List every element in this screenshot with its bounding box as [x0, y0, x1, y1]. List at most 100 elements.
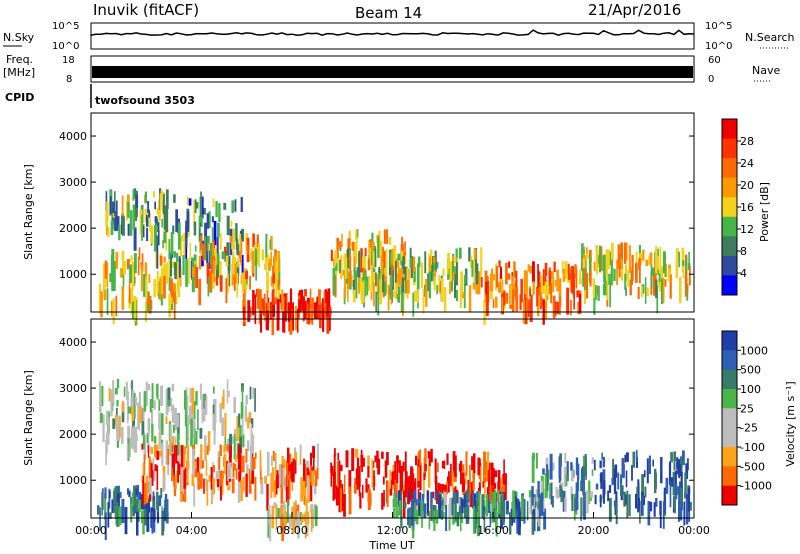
- scatter-cell: [312, 446, 315, 458]
- scatter-cell: [217, 222, 220, 238]
- power-panel: 1000 2000 3000 4000 Slant Range [km]: [22, 112, 695, 336]
- scatter-cell: [302, 302, 306, 312]
- scatter-cell: [537, 480, 540, 498]
- scatter-cell: [662, 501, 665, 529]
- scatter-cell: [151, 511, 154, 534]
- y-tick-label: 4000: [59, 130, 87, 143]
- scatter-cell: [183, 470, 187, 489]
- scatter-cell: [507, 273, 511, 280]
- scatter-cell: [456, 289, 458, 301]
- scatter-cell: [121, 286, 125, 310]
- scatter-cell: [193, 484, 196, 507]
- scatter-cell: [436, 462, 439, 473]
- scatter-cell: [226, 242, 230, 262]
- scatter-cell: [175, 296, 178, 305]
- scatter-cell: [122, 270, 125, 289]
- scatter-cell: [272, 451, 275, 461]
- scatter-cell: [241, 455, 245, 473]
- scatter-cell: [196, 457, 200, 474]
- scatter-cell: [523, 499, 526, 524]
- scatter-cell: [543, 508, 547, 530]
- scatter-cell: [556, 269, 560, 292]
- scatter-cell: [683, 501, 686, 526]
- nsky-tick-bottom: 10^0: [52, 41, 79, 52]
- scatter-cell: [447, 253, 451, 269]
- scatter-cell: [177, 271, 181, 298]
- scatter-cell: [381, 493, 384, 510]
- scatter-cell: [383, 229, 387, 244]
- scatter-cell: [140, 510, 144, 523]
- scatter-cell: [345, 450, 349, 468]
- scatter-cell: [635, 251, 638, 265]
- scatter-cell: [200, 444, 203, 470]
- scatter-cell: [377, 291, 380, 316]
- scatter-cell: [456, 491, 459, 504]
- scatter-cell: [631, 465, 633, 481]
- scatter-cell: [160, 385, 164, 406]
- scatter-cell: [169, 424, 172, 442]
- scatter-cell: [676, 457, 679, 469]
- scatter-cell: [273, 256, 276, 273]
- scatter-cell: [628, 494, 631, 517]
- scatter-cell: [620, 479, 623, 497]
- scatter-cell: [113, 261, 116, 285]
- scatter-cell: [225, 255, 229, 267]
- scatter-cell: [682, 260, 685, 267]
- scatter-cell: [402, 461, 405, 472]
- scatter-cell: [343, 493, 346, 517]
- scatter-cell: [156, 243, 159, 269]
- scatter-cell: [128, 278, 131, 304]
- scatter-cell: [575, 269, 578, 289]
- scatter-cell: [269, 514, 272, 542]
- scatter-cell: [516, 507, 519, 534]
- scatter-cell: [117, 216, 120, 231]
- scatter-cell: [607, 249, 610, 270]
- scatter-cell: [252, 434, 255, 457]
- colorbar-tick-label: 16: [740, 201, 754, 214]
- scatter-cell: [377, 458, 381, 475]
- scatter-cell: [334, 270, 337, 298]
- scatter-cell: [143, 391, 147, 412]
- scatter-cell: [678, 494, 680, 522]
- scatter-cell: [209, 270, 213, 293]
- scatter-cell: [498, 491, 500, 515]
- scatter-cell: [240, 402, 244, 420]
- scatter-cell: [205, 460, 208, 477]
- scatter-cell: [459, 287, 462, 309]
- scatter-cell: [151, 423, 154, 442]
- scatter-cell: [617, 472, 620, 490]
- scatter-cell: [135, 200, 137, 222]
- scatter-cell: [110, 221, 114, 235]
- scatter-cell: [161, 510, 164, 536]
- scatter-cell: [566, 287, 570, 315]
- colorbar-segment: [722, 447, 737, 467]
- scatter-cell: [156, 383, 159, 400]
- scatter-cell: [384, 251, 387, 268]
- scatter-cell: [628, 245, 631, 274]
- scatter-cell: [289, 514, 292, 530]
- scatter-cell: [378, 266, 380, 274]
- scatter-cell: [309, 288, 312, 308]
- colorbar-tick-label: -500: [740, 460, 765, 473]
- scatter-cell: [152, 491, 155, 499]
- scatter-cell: [401, 260, 404, 281]
- scatter-cell: [467, 490, 470, 507]
- scatter-cell: [213, 422, 216, 445]
- scatter-cell: [386, 229, 389, 244]
- scatter-cell: [658, 273, 661, 283]
- colorbar-segment: [722, 466, 737, 487]
- scatter-cell: [427, 450, 430, 459]
- scatter-cell: [452, 507, 455, 525]
- scatter-cell: [456, 511, 460, 527]
- scatter-cell: [404, 501, 407, 509]
- scatter-cell: [549, 483, 551, 499]
- scatter-cell: [144, 209, 148, 223]
- scatter-cell: [418, 450, 421, 462]
- scatter-cell: [281, 296, 285, 313]
- scatter-cell: [271, 308, 275, 336]
- scatter-cell: [259, 450, 262, 471]
- scatter-cell: [391, 248, 395, 276]
- scatter-cell: [215, 471, 219, 482]
- scatter-cell: [334, 448, 336, 457]
- scatter-cell: [473, 506, 475, 534]
